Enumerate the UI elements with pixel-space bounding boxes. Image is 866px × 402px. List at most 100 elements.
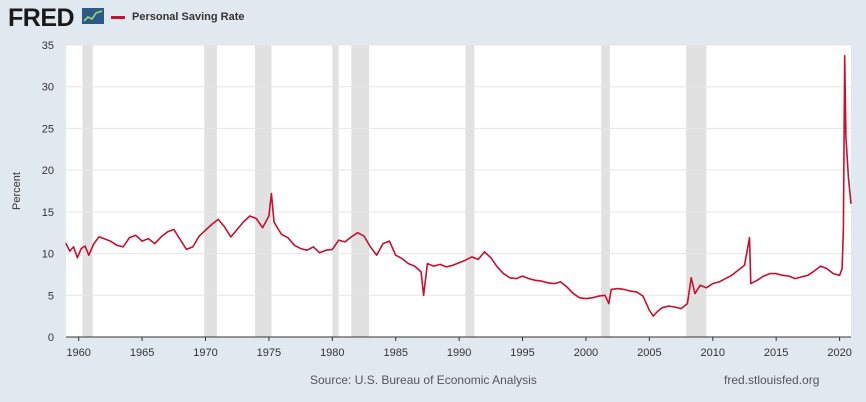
legend-swatch xyxy=(111,15,125,19)
data-point-36 xyxy=(270,192,272,195)
y-axis: 0 5 10 15 20 25 30 35 xyxy=(42,40,54,344)
x-tick-label-2020: 2020 xyxy=(827,347,851,359)
data-point-21 xyxy=(179,238,181,240)
data-point-62 xyxy=(423,294,425,296)
data-point-137 xyxy=(847,177,850,180)
data-point-126 xyxy=(800,276,803,278)
data-point-52 xyxy=(363,235,365,237)
x-tick-label-2010: 2010 xyxy=(701,347,725,359)
data-point-115 xyxy=(737,269,739,271)
fred-logo[interactable]: FRED xyxy=(8,4,75,32)
data-point-83 xyxy=(553,283,555,285)
recession-band-3 xyxy=(332,45,339,337)
data-point-111 xyxy=(712,283,714,285)
data-point-133 xyxy=(841,268,843,270)
data-point-35 xyxy=(268,215,270,217)
data-point-113 xyxy=(724,278,727,280)
data-point-63 xyxy=(426,263,428,265)
data-point-72 xyxy=(483,251,486,253)
data-point-77 xyxy=(515,278,517,280)
recession-band-2 xyxy=(254,45,272,337)
data-point-82 xyxy=(547,282,549,284)
data-point-67 xyxy=(452,264,454,266)
data-point-23 xyxy=(192,246,194,248)
data-point-5 xyxy=(84,245,86,247)
data-point-53 xyxy=(369,246,371,248)
data-point-112 xyxy=(718,281,720,283)
data-point-131 xyxy=(832,273,834,275)
data-point-41 xyxy=(293,244,295,246)
x-tick-label-1970: 1970 xyxy=(193,347,217,359)
data-point-47 xyxy=(331,248,333,250)
legend-label: Personal Saving Rate xyxy=(132,11,245,23)
data-point-88 xyxy=(585,298,587,300)
data-point-58 xyxy=(401,258,403,260)
chart-legend: Personal Saving Rate xyxy=(111,9,245,25)
data-point-16 xyxy=(147,238,149,240)
data-point-117 xyxy=(748,237,751,239)
data-point-75 xyxy=(502,273,505,275)
data-point-38 xyxy=(277,227,279,230)
data-point-97 xyxy=(636,291,638,293)
data-point-1 xyxy=(69,250,71,252)
data-point-99 xyxy=(648,309,651,311)
data-point-120 xyxy=(762,275,765,277)
data-point-127 xyxy=(807,274,809,276)
data-point-30 xyxy=(236,228,238,230)
y-tick-label-15: 15 xyxy=(42,207,54,219)
data-point-129 xyxy=(820,265,822,267)
data-point-45 xyxy=(319,252,321,254)
data-point-109 xyxy=(699,284,701,286)
data-point-28 xyxy=(223,226,226,228)
data-point-108 xyxy=(694,293,696,295)
data-point-100 xyxy=(652,315,654,317)
data-point-25 xyxy=(204,229,207,231)
data-point-103 xyxy=(667,305,670,307)
data-point-138 xyxy=(850,202,852,205)
data-point-44 xyxy=(312,246,314,248)
data-point-69 xyxy=(464,259,467,261)
data-point-48 xyxy=(338,239,340,241)
data-point-8 xyxy=(98,236,100,238)
data-point-57 xyxy=(395,254,397,256)
data-point-94 xyxy=(617,288,619,290)
data-point-65 xyxy=(439,263,441,265)
data-point-26 xyxy=(211,223,213,225)
data-point-24 xyxy=(198,235,200,237)
x-tick-label-1995: 1995 xyxy=(510,347,534,359)
data-point-102 xyxy=(661,307,663,309)
data-point-20 xyxy=(173,228,175,230)
x-tick-label-2015: 2015 xyxy=(764,347,788,359)
plot-area xyxy=(66,45,851,337)
series-layer xyxy=(65,54,852,317)
data-point-119 xyxy=(756,279,758,281)
source-url[interactable]: fred.stlouisfed.org xyxy=(724,373,820,387)
y-tick-label-10: 10 xyxy=(42,249,54,261)
x-tick-label-2005: 2005 xyxy=(637,347,661,359)
data-point-0 xyxy=(65,243,67,245)
data-point-50 xyxy=(350,236,352,238)
data-point-80 xyxy=(534,279,536,281)
data-point-17 xyxy=(154,243,156,245)
data-point-12 xyxy=(122,246,124,248)
data-point-10 xyxy=(109,240,111,242)
recession-band-1 xyxy=(204,45,217,337)
data-point-78 xyxy=(521,275,524,277)
data-point-95 xyxy=(623,288,625,290)
data-point-13 xyxy=(128,237,130,239)
data-point-118 xyxy=(750,283,752,285)
data-point-87 xyxy=(579,297,581,299)
data-point-132 xyxy=(839,274,841,276)
data-point-9 xyxy=(103,238,105,240)
y-tick-label-0: 0 xyxy=(48,332,54,344)
data-point-32 xyxy=(249,215,251,217)
data-point-29 xyxy=(230,236,232,238)
data-point-34 xyxy=(262,227,264,229)
data-point-110 xyxy=(705,287,708,289)
data-point-18 xyxy=(160,236,162,238)
x-tick-label-1960: 1960 xyxy=(66,347,90,359)
y-axis-label: Percent xyxy=(11,172,23,210)
data-point-33 xyxy=(255,217,257,220)
data-point-128 xyxy=(813,270,815,272)
